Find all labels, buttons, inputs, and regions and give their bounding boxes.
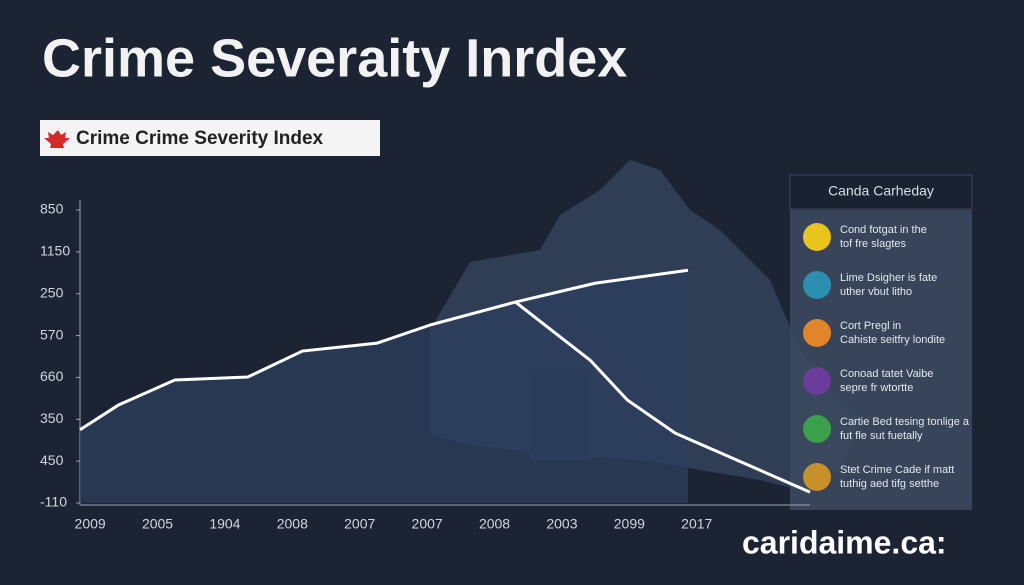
- x-tick-label: 2003: [546, 516, 577, 532]
- x-tick-label: 2005: [142, 516, 173, 532]
- legend-header: [789, 174, 973, 210]
- x-tick-label: 2008: [479, 516, 510, 532]
- legend-item: Cort Pregl in Cahiste seitfry londite: [840, 320, 945, 346]
- y-tick-label: 350: [40, 410, 64, 426]
- line: [79, 268, 689, 432]
- y-tick-label: 450: [40, 452, 64, 468]
- area: [80, 270, 688, 503]
- x-tick-label: 2017: [681, 516, 712, 532]
- legend-item: Cartie Bed tesing tonlige a fut fle sut f…: [840, 416, 970, 442]
- footer-logo: caridaime.ca:: [742, 524, 947, 560]
- y-tick-label: 570: [40, 326, 64, 342]
- y-tick-label: 1150: [40, 243, 70, 259]
- y-tick-label: -110: [40, 494, 67, 510]
- x-tick-label: 2099: [614, 516, 645, 532]
- legend-icon: [803, 271, 831, 299]
- legend-icon: [803, 223, 831, 251]
- badge-text: Crime Crime Severity Index: [76, 128, 324, 149]
- x-tick-label: 1904: [209, 516, 240, 532]
- legend-title: Canda Carheday: [828, 183, 934, 199]
- legend-panel: [790, 210, 972, 510]
- x-tick-label: 2009: [75, 516, 106, 532]
- legend-item: Stet Crime Cade if matt tuthig aed tifg s…: [840, 464, 954, 490]
- y-tick-label: 660: [40, 368, 64, 384]
- maple-leaf: [44, 130, 70, 148]
- y-tick-label: 850: [40, 201, 64, 217]
- x-tick-label: 2007: [344, 516, 375, 532]
- legend-icon: [803, 367, 831, 395]
- legend-item: Lime Dsigher is fate uther vbut litho: [840, 272, 937, 298]
- legend-icon: [803, 463, 831, 491]
- x-tick-label: 2007: [412, 516, 443, 532]
- legend-item: Conoad tatet Vaibe sepre fr wtortte: [840, 368, 933, 394]
- y-tick-label: 250: [40, 284, 64, 300]
- legend-item: Cond fotgat in the tof fre slagtes: [840, 224, 927, 250]
- legend-icon: [803, 319, 831, 347]
- badge: [40, 120, 380, 156]
- x-tick-label: 2008: [277, 516, 308, 532]
- legend-icon: [803, 415, 831, 443]
- line: [514, 300, 811, 494]
- chart-title: Crime Severaity Inrdex: [42, 28, 627, 88]
